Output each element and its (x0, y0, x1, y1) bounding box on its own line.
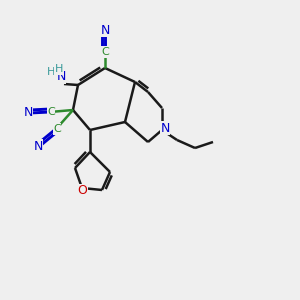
Text: O: O (77, 184, 87, 197)
Text: C: C (47, 107, 55, 117)
Text: N: N (23, 106, 33, 119)
Text: C: C (53, 124, 61, 134)
Text: N: N (56, 70, 66, 83)
Text: N: N (100, 23, 110, 37)
Text: C: C (101, 47, 109, 57)
Text: H: H (55, 64, 63, 74)
Text: H: H (47, 67, 55, 77)
Text: N: N (33, 140, 43, 152)
Text: N: N (160, 122, 170, 134)
